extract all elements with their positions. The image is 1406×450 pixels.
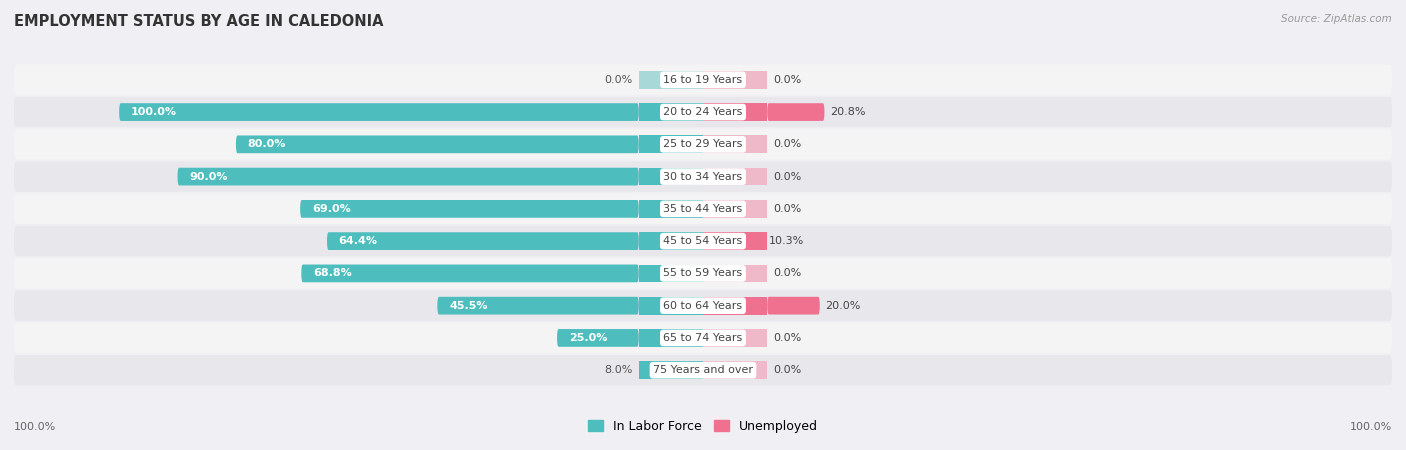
Bar [638,168,768,185]
Text: 45.5%: 45.5% [449,301,488,310]
FancyBboxPatch shape [14,129,1392,159]
Bar [638,103,768,121]
Text: 80.0%: 80.0% [247,140,285,149]
Text: 0.0%: 0.0% [773,268,801,279]
Bar [638,329,768,347]
Bar [638,135,768,153]
Bar [703,135,768,153]
FancyBboxPatch shape [14,291,1392,321]
Text: 75 Years and over: 75 Years and over [652,365,754,375]
FancyBboxPatch shape [14,226,1392,256]
Bar [703,329,768,347]
Bar [638,265,768,282]
Bar [638,361,768,379]
Legend: In Labor Force, Unemployed: In Labor Force, Unemployed [583,414,823,438]
FancyBboxPatch shape [14,65,1392,95]
Text: 0.0%: 0.0% [605,75,633,85]
FancyBboxPatch shape [120,103,638,121]
Bar [638,200,768,218]
Text: 0.0%: 0.0% [773,333,801,343]
FancyBboxPatch shape [299,200,638,218]
FancyBboxPatch shape [14,355,1392,385]
Text: 45 to 54 Years: 45 to 54 Years [664,236,742,246]
Text: 20.0%: 20.0% [825,301,860,310]
FancyBboxPatch shape [236,135,638,153]
FancyBboxPatch shape [14,258,1392,288]
Bar [703,361,768,379]
FancyBboxPatch shape [768,297,820,315]
Text: EMPLOYMENT STATUS BY AGE IN CALEDONIA: EMPLOYMENT STATUS BY AGE IN CALEDONIA [14,14,384,28]
FancyBboxPatch shape [14,323,1392,353]
Text: 68.8%: 68.8% [314,268,352,279]
Bar [638,71,703,89]
Text: 20.8%: 20.8% [831,107,866,117]
FancyBboxPatch shape [177,168,638,185]
Text: 0.0%: 0.0% [773,204,801,214]
FancyBboxPatch shape [14,162,1392,192]
Text: 65 to 74 Years: 65 to 74 Years [664,333,742,343]
FancyBboxPatch shape [14,97,1392,127]
FancyBboxPatch shape [437,297,638,315]
Bar [703,232,768,250]
Bar [638,297,768,315]
Text: 8.0%: 8.0% [605,365,633,375]
Text: 100.0%: 100.0% [14,422,56,432]
Text: 60 to 64 Years: 60 to 64 Years [664,301,742,310]
FancyBboxPatch shape [768,103,824,121]
FancyBboxPatch shape [14,194,1392,224]
Bar [703,103,768,121]
Text: 0.0%: 0.0% [773,75,801,85]
Text: Source: ZipAtlas.com: Source: ZipAtlas.com [1281,14,1392,23]
Text: 25.0%: 25.0% [568,333,607,343]
FancyBboxPatch shape [557,329,638,347]
Bar [703,71,768,89]
Text: 25 to 29 Years: 25 to 29 Years [664,140,742,149]
FancyBboxPatch shape [328,232,638,250]
Text: 69.0%: 69.0% [312,204,350,214]
FancyBboxPatch shape [301,265,638,282]
Text: 0.0%: 0.0% [773,171,801,182]
Text: 35 to 44 Years: 35 to 44 Years [664,204,742,214]
Text: 20 to 24 Years: 20 to 24 Years [664,107,742,117]
Text: 64.4%: 64.4% [339,236,378,246]
Bar [657,361,703,379]
Bar [703,297,768,315]
Text: 0.0%: 0.0% [773,365,801,375]
Bar [703,168,768,185]
Text: 100.0%: 100.0% [1350,422,1392,432]
Text: 30 to 34 Years: 30 to 34 Years [664,171,742,182]
Text: 10.3%: 10.3% [769,236,804,246]
Bar [703,200,768,218]
Bar [638,232,768,250]
Text: 90.0%: 90.0% [190,171,228,182]
Text: 16 to 19 Years: 16 to 19 Years [664,75,742,85]
Text: 0.0%: 0.0% [773,140,801,149]
Bar [703,265,768,282]
Text: 100.0%: 100.0% [131,107,177,117]
Text: 55 to 59 Years: 55 to 59 Years [664,268,742,279]
